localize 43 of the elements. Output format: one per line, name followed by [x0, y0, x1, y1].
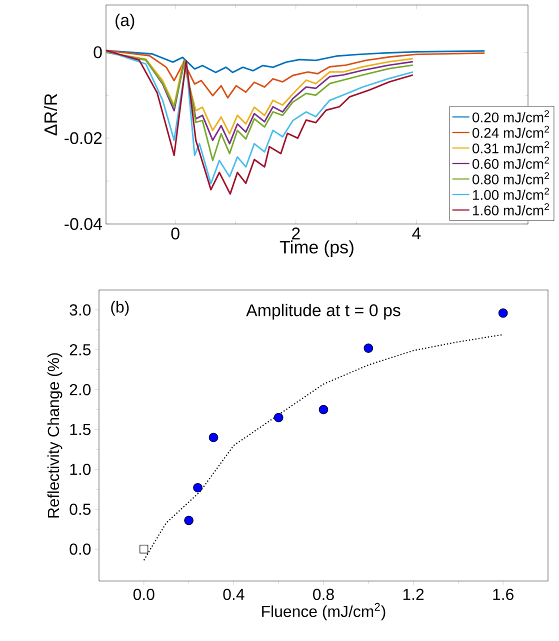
y-tick-label: 0.5: [70, 504, 91, 515]
point: [140, 544, 148, 554]
y-tick-label: 1.0: [70, 464, 91, 476]
x-axis-title: Fluence (mJ/cm$^{2}$): [262, 602, 386, 620]
point: [364, 344, 374, 353]
legend-label: 1.60 mJ/cm$^{2}$: [473, 203, 549, 216]
x-tick-label: 2: [292, 228, 300, 240]
point: [274, 412, 284, 422]
annotation: Amplitude at t = 0 ps: [246, 304, 400, 320]
line-series: [106, 51, 414, 162]
annotation: (a): [116, 14, 134, 30]
legend-label: 0.60 mJ/cm$^{2}$: [472, 156, 549, 169]
y-tick-label: -0.04: [64, 218, 102, 230]
line-series: [143, 334, 504, 561]
x-tick-label: 4: [412, 228, 421, 240]
annotation: (b): [111, 300, 129, 316]
y-tick-label: 1.5: [70, 424, 91, 436]
x-tick-label: 0.8: [313, 588, 334, 600]
legend-label: 0.31 mJ/cm$^{2}$: [472, 141, 549, 154]
y-tick-label: 3.0: [70, 304, 91, 316]
point: [193, 483, 202, 492]
legend-label: 0.24 mJ/cm$^{2}$: [472, 126, 549, 138]
y-tick-label: 2.0: [70, 384, 91, 396]
line-series: [106, 50, 486, 99]
x-tick-label: 0.4: [223, 588, 244, 600]
x-tick-label: 1.6: [493, 588, 514, 600]
legend-label: 0.20 mJ/cm$^{2}$: [472, 110, 549, 122]
x-tick-label: 0.0: [133, 588, 154, 600]
legend-label: 0.80 mJ/cm$^{2}$: [472, 172, 549, 184]
y-tick-label: 0: [94, 46, 102, 58]
y-tick-label: 0.0: [70, 543, 91, 555]
legend-label: 1.00 mJ/cm$^{2}$: [473, 188, 549, 200]
y-tick-label: 2.5: [70, 344, 91, 356]
point: [318, 404, 328, 414]
point: [498, 308, 508, 318]
x-tick-label: 1.2: [403, 588, 424, 600]
point: [208, 432, 218, 442]
point: [184, 516, 194, 526]
x-tick-label: 0: [171, 228, 180, 240]
y-axis-title: Reflectivity Change (%): [47, 353, 62, 518]
y-axis-title: ΔR/R: [44, 94, 58, 136]
y-tick-label: -0.02: [64, 132, 102, 144]
x-axis-title: Time (ps): [280, 240, 354, 258]
